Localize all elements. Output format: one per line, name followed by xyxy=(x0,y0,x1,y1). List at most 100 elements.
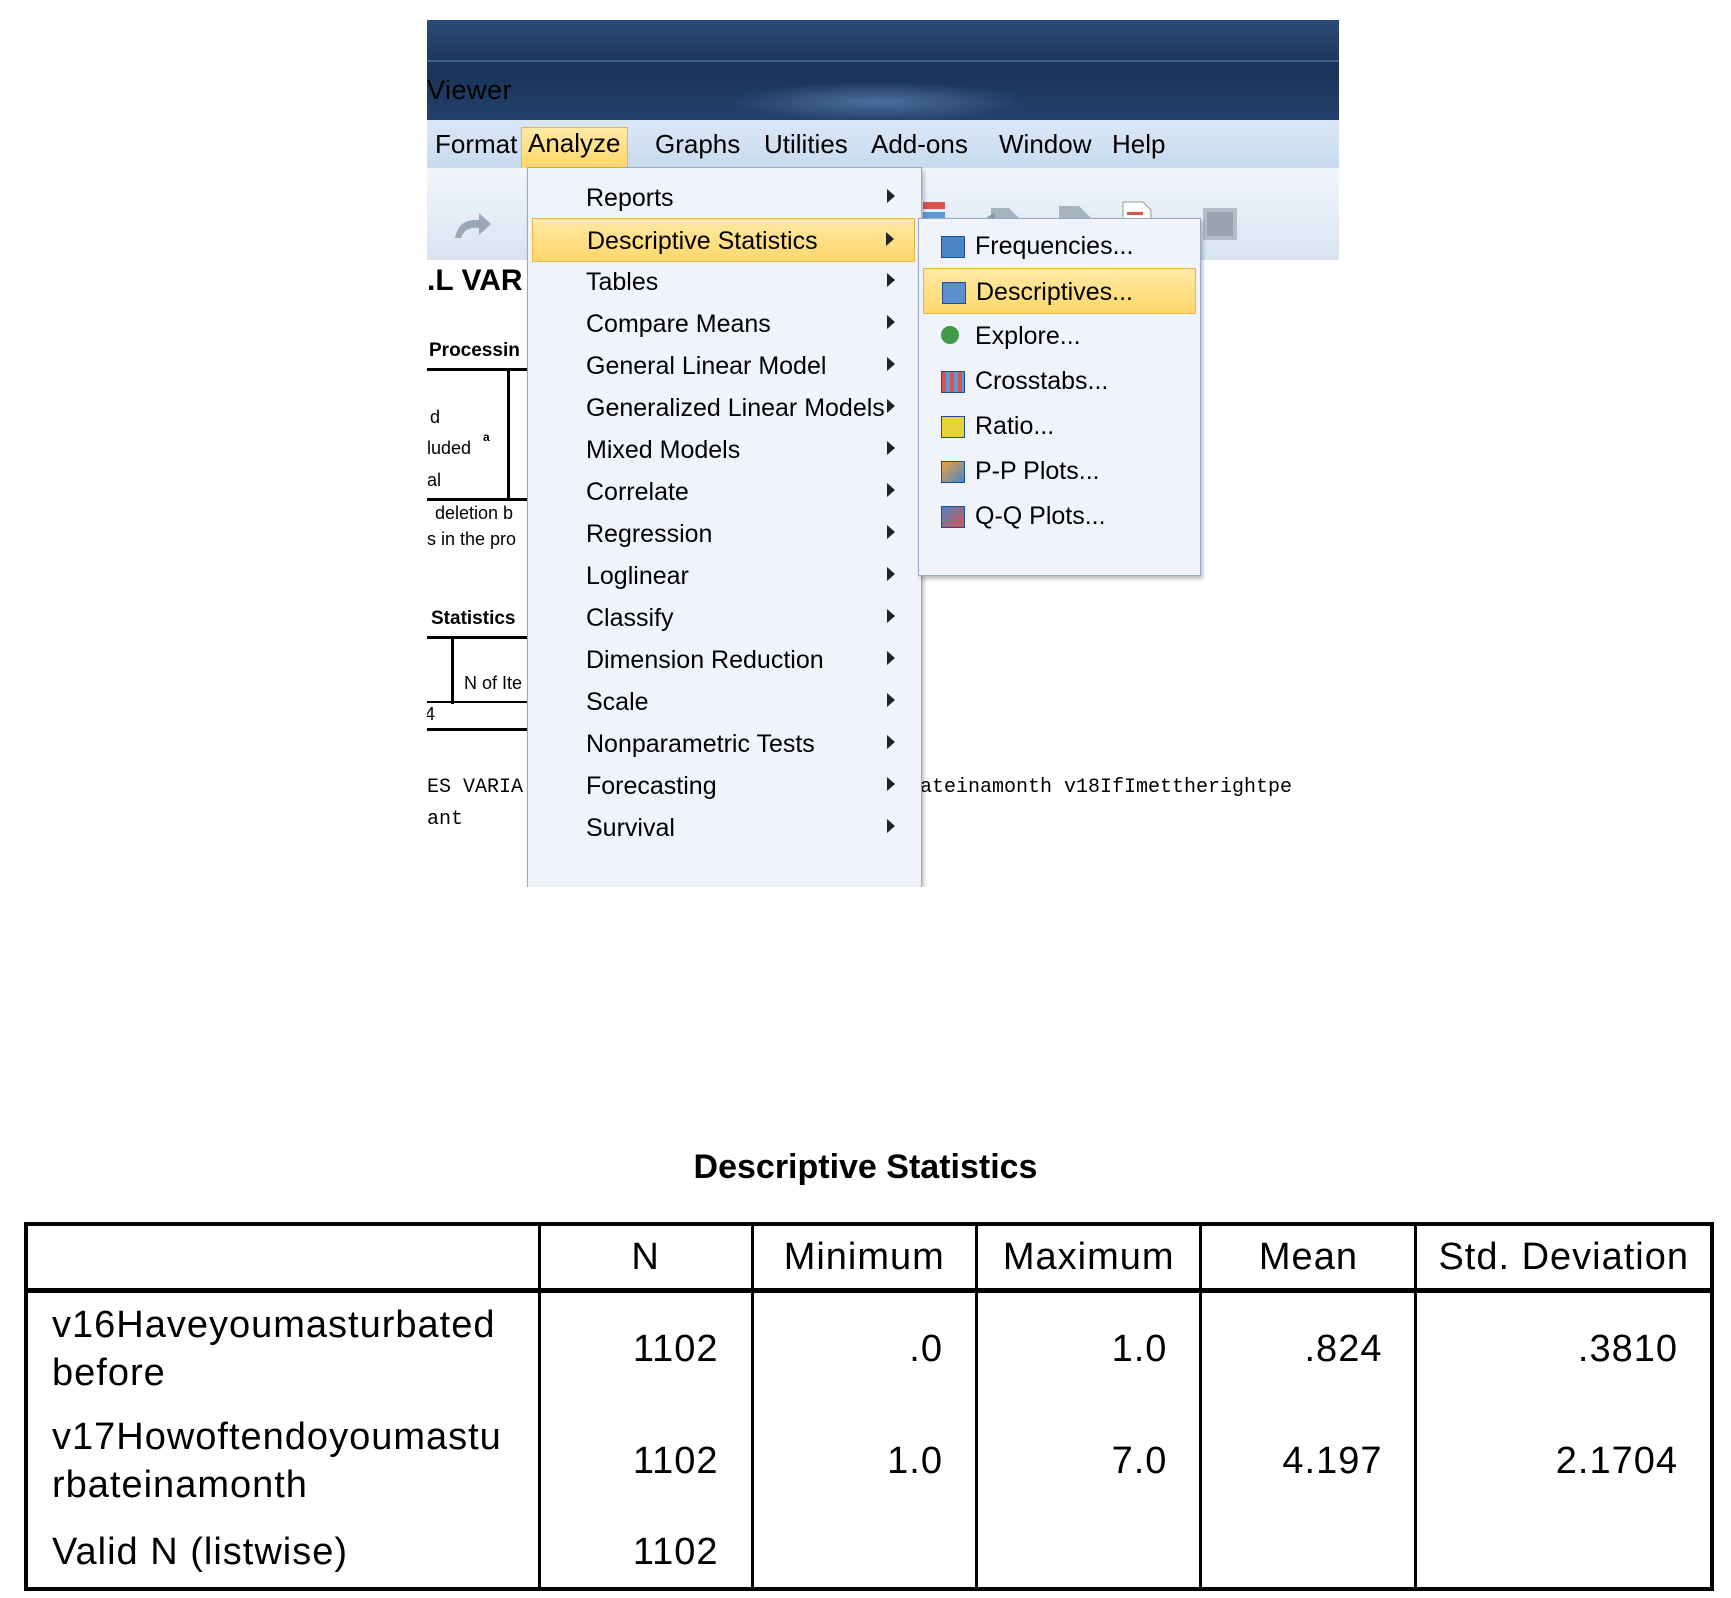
table-header: Mean xyxy=(1199,1224,1416,1293)
menu-window[interactable]: Window xyxy=(999,129,1092,159)
menu-item-reports[interactable]: Reports xyxy=(532,176,915,220)
analyze-menu: Reports Descriptive Statistics Tables Co… xyxy=(527,167,922,887)
statistics-title: Statistics xyxy=(431,608,516,629)
statistics-top-rule xyxy=(427,636,537,639)
menu-item-regression[interactable]: Regression xyxy=(532,512,915,556)
menu-add-ons[interactable]: Add-ons xyxy=(871,129,968,159)
submenu-arrow-icon xyxy=(887,525,895,539)
menu-item-forecasting[interactable]: Forecasting xyxy=(532,764,915,808)
submenu-arrow-icon xyxy=(887,735,895,749)
table-header: Std. Deviation xyxy=(1414,1224,1712,1293)
cell-minimum: 1.0 xyxy=(750,1405,977,1517)
menu-item-correlate[interactable]: Correlate xyxy=(532,470,915,514)
descriptives-icon xyxy=(942,282,966,304)
submenu-arrow-icon xyxy=(887,777,895,791)
syntax-line: ateinamonth v18IfImettherightpe xyxy=(920,776,1293,799)
row-label-line: rbateinamonth xyxy=(52,1464,308,1506)
submenu-arrow-icon xyxy=(887,483,895,497)
designate-window-icon[interactable] xyxy=(1197,200,1243,246)
menu-item-label: Reports xyxy=(586,184,674,212)
footnote-marker: a xyxy=(483,430,490,444)
doc-heading: .L VAR xyxy=(427,264,523,297)
menu-bar: Format Analyze Graphs Utilities Add-ons … xyxy=(427,120,1339,169)
menu-item-general-linear-model[interactable]: General Linear Model xyxy=(532,344,915,388)
submenu-arrow-icon xyxy=(887,819,895,833)
output-table-title: Descriptive Statistics xyxy=(693,1148,1038,1186)
statistics-col-rule xyxy=(451,638,454,704)
submenu-item-qq-plots[interactable]: Q-Q Plots... xyxy=(923,493,1196,539)
menu-item-label: Nonparametric Tests xyxy=(586,730,815,758)
submenu-item-descriptives[interactable]: Descriptives... xyxy=(923,268,1196,314)
cell-std-deviation xyxy=(1414,1517,1712,1589)
table-header-row: N Minimum Maximum Mean Std. Deviation xyxy=(24,1224,1712,1293)
menu-item-compare-means[interactable]: Compare Means xyxy=(532,302,915,346)
redo-icon[interactable] xyxy=(449,204,495,250)
menu-analyze[interactable]: Analyze xyxy=(521,127,628,169)
frequencies-icon xyxy=(941,236,965,258)
menu-item-tables[interactable]: Tables xyxy=(532,260,915,304)
cell-maximum xyxy=(974,1517,1201,1589)
syntax-line: ES VARIA xyxy=(427,776,524,799)
submenu-item-label: Crosstabs... xyxy=(975,367,1109,395)
processing-col-rule xyxy=(507,370,510,500)
menu-item-mixed-models[interactable]: Mixed Models xyxy=(532,428,915,472)
submenu-item-crosstabs[interactable]: Crosstabs... xyxy=(923,358,1196,404)
row-label: Valid N (listwise) xyxy=(24,1517,540,1589)
menu-item-label: Correlate xyxy=(586,478,689,506)
menu-item-label: Classify xyxy=(586,604,674,632)
explore-icon xyxy=(941,326,959,344)
menu-help[interactable]: Help xyxy=(1112,129,1166,159)
title-bar: Viewer xyxy=(427,20,1339,122)
submenu-item-label: Explore... xyxy=(975,322,1081,350)
submenu-arrow-icon xyxy=(886,232,894,246)
submenu-arrow-icon xyxy=(887,189,895,203)
menu-item-dimension-reduction[interactable]: Dimension Reduction xyxy=(532,638,915,682)
menu-graphs[interactable]: Graphs xyxy=(655,129,741,159)
submenu-arrow-icon xyxy=(887,315,895,329)
menu-item-classify[interactable]: Classify xyxy=(532,596,915,640)
menu-format[interactable]: Format xyxy=(435,129,518,159)
menu-item-scale[interactable]: Scale xyxy=(532,680,915,724)
submenu-item-label: P-P Plots... xyxy=(975,457,1100,485)
cell-mean xyxy=(1199,1517,1416,1589)
cell-mean: .824 xyxy=(1199,1290,1416,1405)
menu-item-nonparametric-tests[interactable]: Nonparametric Tests xyxy=(532,722,915,766)
statistics-bottom-rule xyxy=(427,728,537,731)
menu-utilities[interactable]: Utilities xyxy=(764,129,848,159)
cell-maximum: 1.0 xyxy=(974,1290,1201,1405)
submenu-arrow-icon xyxy=(887,273,895,287)
cell-minimum: .0 xyxy=(750,1290,977,1405)
menu-item-loglinear[interactable]: Loglinear xyxy=(532,554,915,598)
crosstabs-icon xyxy=(941,371,965,393)
row-label: v17Howoftendoyoumastu rbateinamonth xyxy=(24,1405,540,1517)
processing-bottom-rule xyxy=(427,498,537,501)
cell-minimum xyxy=(750,1517,977,1589)
submenu-item-ratio[interactable]: Ratio... xyxy=(923,403,1196,449)
processing-title: Processin xyxy=(429,340,520,361)
menu-item-survival[interactable]: Survival xyxy=(532,806,915,850)
submenu-arrow-icon xyxy=(887,399,895,413)
n-items-value: 4 xyxy=(427,704,436,724)
processing-row: al xyxy=(427,470,442,490)
menu-item-descriptive-statistics[interactable]: Descriptive Statistics xyxy=(532,218,915,262)
descriptive-statistics-table: N Minimum Maximum Mean Std. Deviation v1… xyxy=(24,1222,1714,1591)
row-label-line: before xyxy=(52,1352,166,1394)
processing-top-rule xyxy=(427,368,537,371)
menu-item-label: General Linear Model xyxy=(586,352,827,380)
table-row: v16Haveyoumasturbated before 1102 .0 1.0 … xyxy=(24,1290,1712,1405)
pp-plots-icon xyxy=(941,461,965,483)
submenu-item-frequencies[interactable]: Frequencies... xyxy=(923,223,1196,269)
menu-item-generalized-linear-models[interactable]: Generalized Linear Models xyxy=(532,386,915,430)
cell-maximum: 7.0 xyxy=(974,1405,1201,1517)
cell-std-deviation: .3810 xyxy=(1414,1290,1712,1405)
cell-std-deviation: 2.1704 xyxy=(1414,1405,1712,1517)
menu-item-label: Survival xyxy=(586,814,675,842)
menu-item-label: Regression xyxy=(586,520,713,548)
title-bar-glow xyxy=(727,82,1027,122)
submenu-item-explore[interactable]: Explore... xyxy=(923,313,1196,359)
table-header xyxy=(24,1224,540,1293)
submenu-arrow-icon xyxy=(887,567,895,581)
submenu-item-pp-plots[interactable]: P-P Plots... xyxy=(923,448,1196,494)
processing-row: d xyxy=(430,407,441,427)
syntax-line: ant xyxy=(427,808,464,831)
